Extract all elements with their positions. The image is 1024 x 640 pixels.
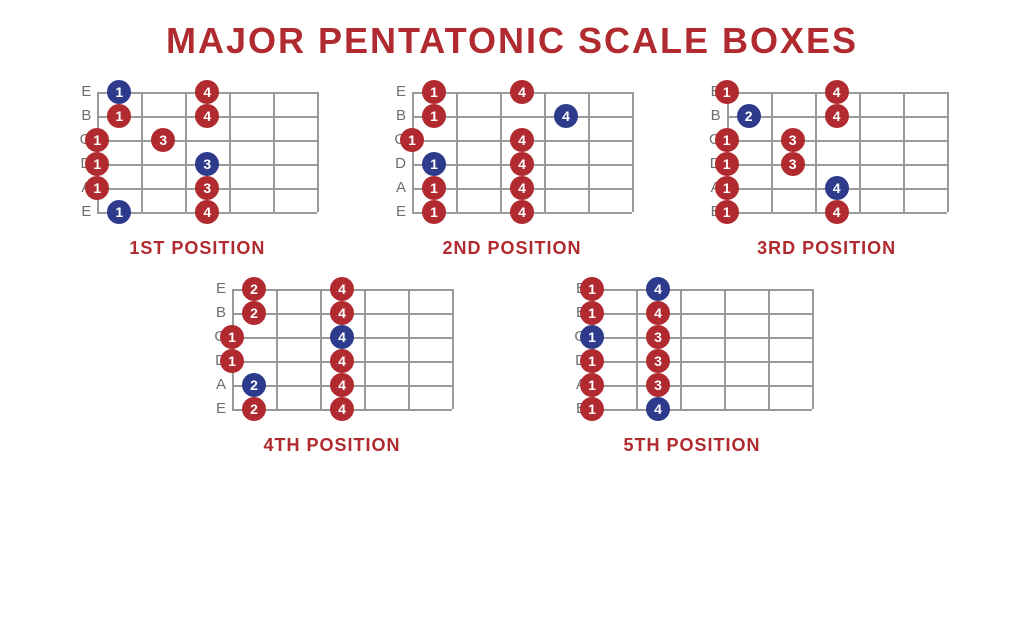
string-labels: EBGDAE: [392, 92, 406, 224]
scale-dot: 4: [330, 349, 354, 373]
scale-dot: 1: [715, 80, 739, 104]
scale-dot: 1: [580, 349, 604, 373]
scale-box-2: EBGDAE1414141414142ND POSITION: [392, 92, 632, 259]
scale-dot: 4: [510, 80, 534, 104]
scale-dot: 4: [195, 200, 219, 224]
scale-dot: 1: [580, 325, 604, 349]
scale-dot: 3: [646, 349, 670, 373]
position-caption: 5TH POSITION: [623, 435, 760, 456]
scale-dot: 1: [715, 176, 739, 200]
position-caption: 2ND POSITION: [442, 238, 581, 259]
scale-dot: 3: [646, 325, 670, 349]
scale-dot: 4: [330, 325, 354, 349]
scale-dot: 1: [715, 200, 739, 224]
scale-dot: 1: [85, 128, 109, 152]
fretboard: 242414142424: [232, 289, 452, 409]
scale-dot: 1: [715, 152, 739, 176]
scale-dot: 3: [781, 128, 805, 152]
scale-dot: 1: [400, 128, 424, 152]
scale-dot: 4: [825, 80, 849, 104]
scale-dot: 1: [715, 128, 739, 152]
scale-dot: 1: [422, 104, 446, 128]
scale-dot: 1: [580, 277, 604, 301]
scale-dot: 4: [330, 277, 354, 301]
scale-dot: 1: [107, 200, 131, 224]
scale-dot: 1: [107, 80, 131, 104]
scale-dot: 4: [825, 176, 849, 200]
scale-dot: 4: [646, 301, 670, 325]
scale-dot: 4: [646, 397, 670, 421]
scale-dot: 1: [580, 373, 604, 397]
scale-dot: 2: [242, 301, 266, 325]
scale-dot: 2: [737, 104, 761, 128]
scale-dot: 1: [580, 397, 604, 421]
row-1: EBGDAE1414131313141ST POSITIONEBGDAE1414…: [40, 92, 984, 259]
scale-dot: 2: [242, 277, 266, 301]
fretboard: 142413131414: [727, 92, 947, 212]
scale-dot: 4: [554, 104, 578, 128]
scale-dot: 1: [422, 80, 446, 104]
scale-dot: 4: [510, 152, 534, 176]
scale-dot: 3: [195, 176, 219, 200]
scale-dot: 1: [580, 301, 604, 325]
scale-dot: 1: [85, 176, 109, 200]
scale-dot: 2: [242, 373, 266, 397]
scale-dot: 3: [195, 152, 219, 176]
scale-dot: 1: [422, 200, 446, 224]
scale-dot: 4: [510, 128, 534, 152]
row-2: EBGDAE2424141424244TH POSITIONEBGDAE1414…: [40, 289, 984, 456]
scale-dot: 1: [107, 104, 131, 128]
scale-dot: 4: [646, 277, 670, 301]
scale-dot: 4: [330, 301, 354, 325]
position-caption: 4TH POSITION: [263, 435, 400, 456]
scale-dot: 4: [510, 176, 534, 200]
fretboard: 141413131314: [97, 92, 317, 212]
scale-dot: 1: [220, 349, 244, 373]
scale-dot: 4: [195, 104, 219, 128]
fretboard: 141414141414: [412, 92, 632, 212]
scale-dot: 3: [646, 373, 670, 397]
scale-dot: 4: [825, 104, 849, 128]
scale-box-3: EBGDAE1424131314143RD POSITION: [707, 92, 947, 259]
scale-dot: 4: [510, 200, 534, 224]
fretboard: 141413131314: [592, 289, 812, 409]
page-title: MAJOR PENTATONIC SCALE BOXES: [40, 20, 984, 62]
scale-dot: 1: [422, 152, 446, 176]
position-caption: 1ST POSITION: [129, 238, 265, 259]
scale-dot: 4: [330, 373, 354, 397]
scale-dot: 3: [151, 128, 175, 152]
scale-dot: 1: [422, 176, 446, 200]
scale-dot: 1: [85, 152, 109, 176]
scale-dot: 3: [781, 152, 805, 176]
scale-dot: 2: [242, 397, 266, 421]
scale-box-1: EBGDAE1414131313141ST POSITION: [77, 92, 317, 259]
scale-dot: 4: [825, 200, 849, 224]
scale-box-5: EBGDAE1414131313145TH POSITION: [572, 289, 812, 456]
scale-dot: 1: [220, 325, 244, 349]
position-caption: 3RD POSITION: [757, 238, 896, 259]
scale-dot: 4: [330, 397, 354, 421]
scale-box-4: EBGDAE2424141424244TH POSITION: [212, 289, 452, 456]
scale-dot: 4: [195, 80, 219, 104]
